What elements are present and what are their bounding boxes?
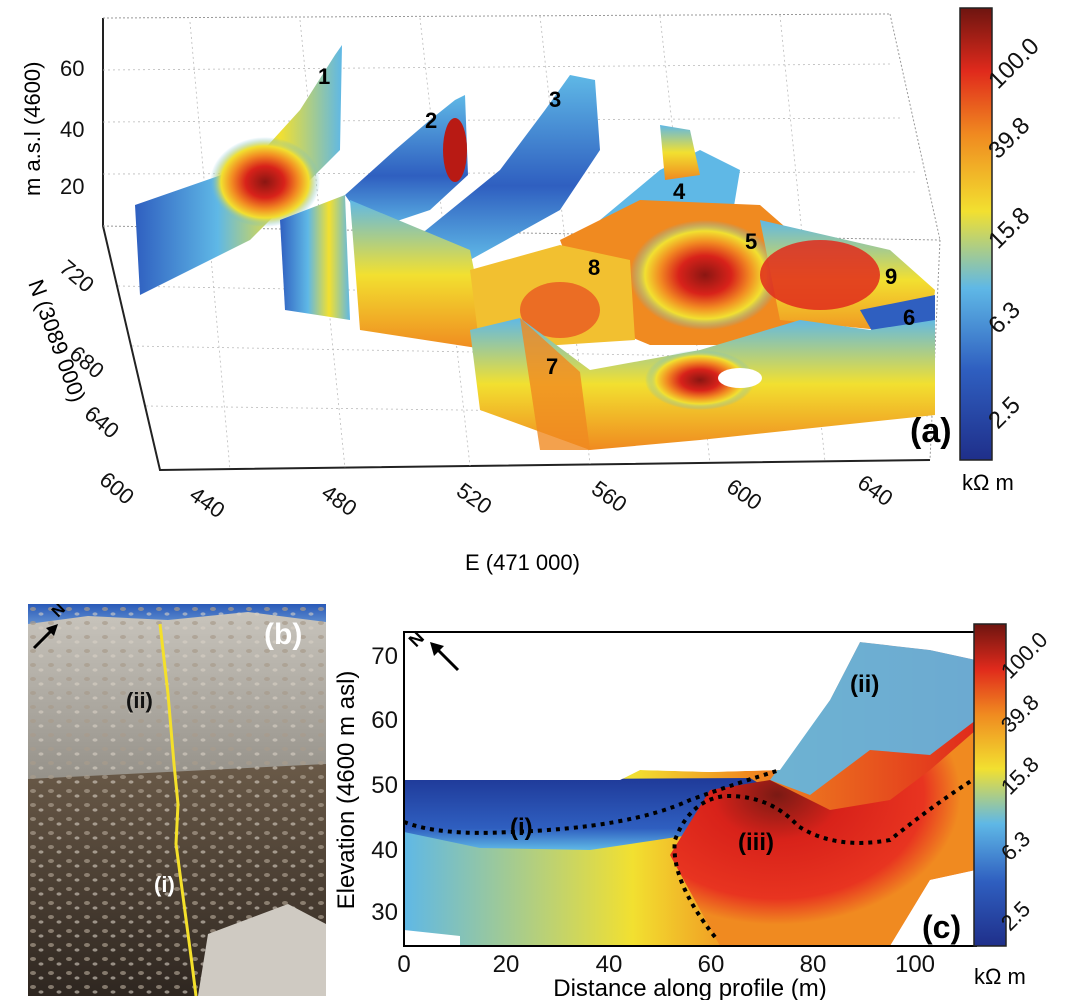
colorbar-c-unit: kΩ m: [974, 964, 1026, 989]
void: [404, 632, 976, 780]
panel-b-field-photo: N (b) (ii) (i): [28, 604, 326, 996]
boundary-iii: [672, 776, 976, 939]
x-tick: 640: [853, 470, 897, 512]
zone-label-i: (i): [510, 814, 533, 841]
x-tick: 80: [800, 951, 827, 978]
x-axis-ticks: 440 480 520 560 600 640: [185, 470, 897, 524]
y-tick: 60: [371, 707, 398, 734]
y-tick: 70: [371, 643, 398, 670]
x-tick: 40: [596, 951, 623, 978]
x-tick: 0: [397, 951, 410, 978]
x-tick: 20: [493, 951, 520, 978]
x-tick: 520: [452, 478, 496, 520]
central-wall-2: [350, 200, 490, 350]
panel-c-label: (c): [922, 909, 961, 945]
profile-label-1: 1: [318, 64, 330, 89]
c-y-ticks: 30 40 50 60 70: [371, 643, 398, 926]
y-tick: 50: [371, 772, 398, 799]
profile-8-anomaly: [520, 282, 600, 338]
profile-7-gap: [718, 368, 762, 388]
c-x-ticks: 0 20 40 60 80 100: [397, 951, 935, 978]
colorbar-a: [959, 7, 993, 461]
y-tick: 640: [80, 401, 124, 444]
profile-line: [158, 623, 198, 996]
zone-label-ii: (ii): [126, 688, 153, 713]
profile-label-4: 4: [673, 179, 686, 204]
profile-label-9: 9: [885, 264, 897, 289]
x-axis-label: E (471 000): [465, 550, 580, 575]
profile-sections: [135, 45, 935, 450]
profile-9-anomaly: [760, 240, 880, 310]
colorbar-c-gradient: [973, 623, 1007, 947]
y-tick: 30: [371, 899, 398, 926]
section-image: [404, 632, 976, 946]
colorbar-c-wrapper: 2.5 6.3 15.8 39.8 100.0 kΩ m: [973, 623, 1052, 989]
profile-label-6: 6: [903, 305, 915, 330]
y-tick: 720: [55, 255, 99, 298]
boundary-i: [404, 768, 781, 835]
photo-boulder: [198, 904, 326, 996]
panel-b-label: (b): [264, 618, 302, 651]
z-tick: 40: [60, 117, 84, 142]
profile-label-5: 5: [745, 229, 757, 254]
x-tick: 100: [895, 951, 935, 978]
void: [890, 870, 976, 946]
zone-label-i: (i): [154, 872, 175, 897]
profile-number-labels: 1 2 3 4 5 6 7 8 9: [318, 64, 915, 379]
profile-7-anomaly: [645, 350, 755, 410]
z-axis-ticks: 20 40 60: [60, 56, 84, 199]
x-tick: 480: [317, 480, 361, 522]
zone-label-ii: (ii): [850, 671, 879, 698]
profile-1-anomaly: [210, 137, 320, 227]
z-tick: 60: [60, 56, 84, 81]
profile-label-2: 2: [425, 108, 437, 133]
colorbar-a-unit: kΩ m: [962, 470, 1014, 495]
profile-2-anomaly: [443, 118, 467, 182]
c-y-axis-label: Elevation (4600 m asl): [333, 671, 360, 910]
profile-label-7: 7: [546, 354, 558, 379]
zone-label-iii: (iii): [738, 829, 774, 856]
zone-ii-moderate: [770, 642, 976, 795]
y-tick: 600: [95, 467, 139, 510]
x-tick: 440: [185, 482, 229, 524]
x-tick: 600: [722, 474, 766, 516]
profile-label-3: 3: [549, 87, 561, 112]
z-axis-label: m a.s.l (4600): [20, 62, 45, 197]
c-x-axis-label: Distance along profile (m): [553, 975, 826, 1000]
profile-4-wall: [660, 125, 700, 180]
profile-5-anomaly: [630, 220, 780, 330]
x-tick: 60: [698, 951, 725, 978]
x-tick: 560: [587, 476, 631, 518]
central-wall: [280, 195, 350, 320]
profile-3-section: [420, 75, 600, 260]
void: [404, 930, 460, 946]
profile-7-wall: [520, 318, 590, 450]
y-tick: 40: [371, 837, 398, 864]
z-tick: 20: [60, 174, 84, 199]
panel-a-3d-resistivity-plot: 1 2 3 4 5 6 7 8 9 20 40 60 m a.s.l (4600…: [20, 7, 1045, 575]
panel-c-resistivity-section: 0 20 40 60 80 100 30 40 50 60 70 Distanc…: [333, 627, 977, 1000]
profile-2-section: [345, 95, 468, 230]
zone-iii-high: [670, 730, 976, 946]
profile-label-8: 8: [588, 255, 600, 280]
panel-a-label: (a): [910, 412, 952, 450]
